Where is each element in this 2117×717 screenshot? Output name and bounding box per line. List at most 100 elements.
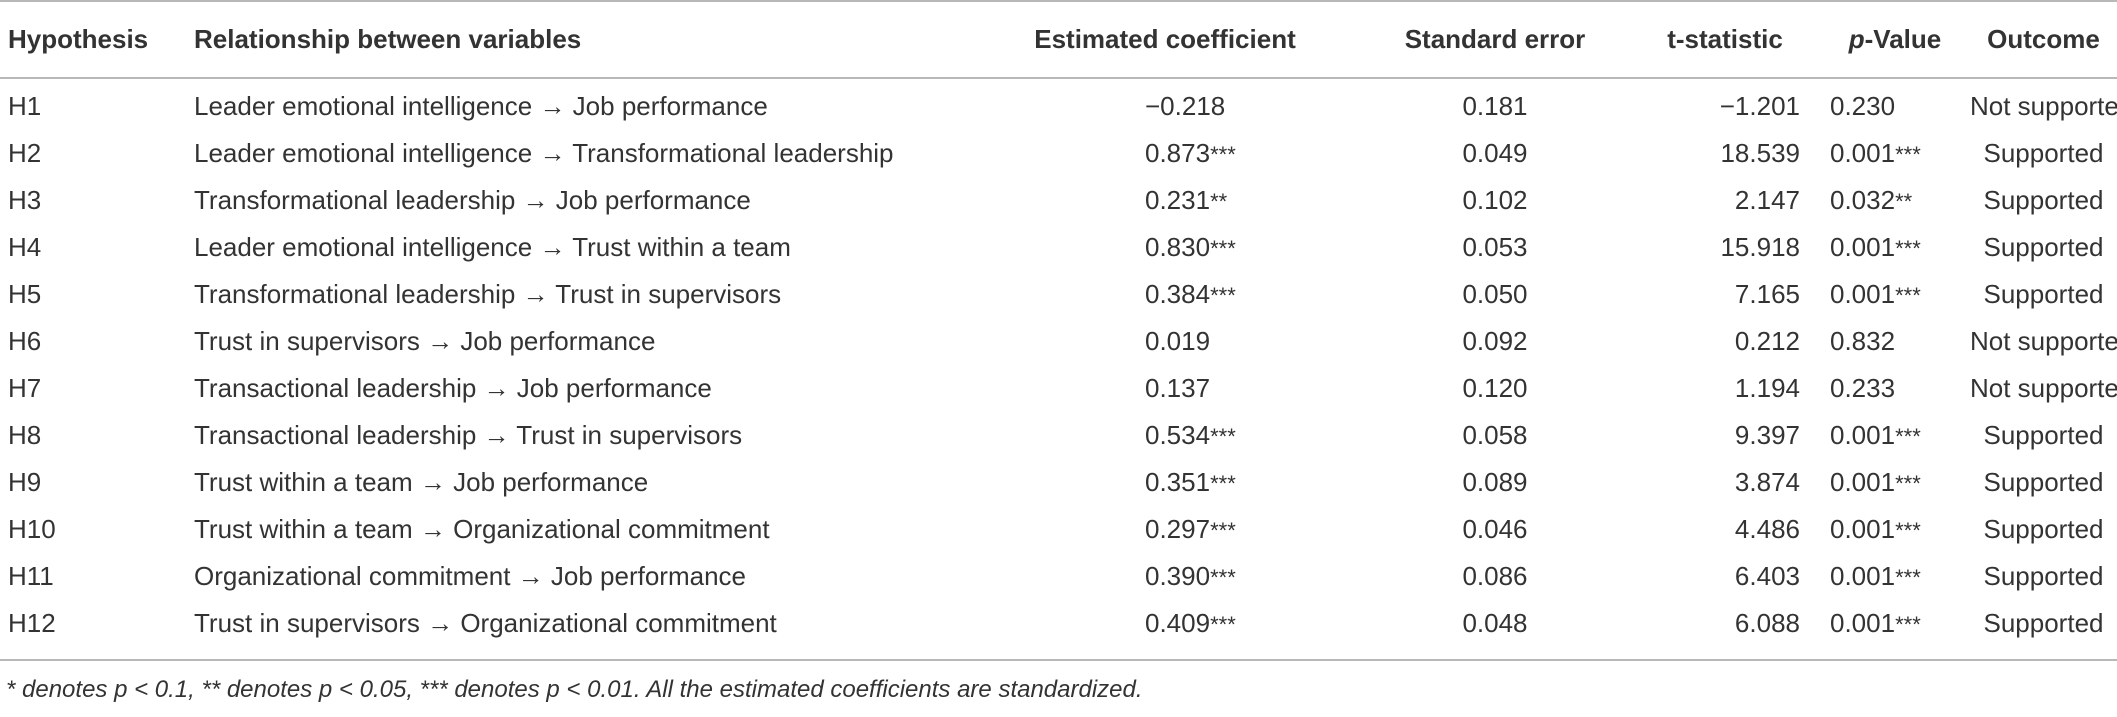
cell-estimated-coefficient: 0.137: [970, 365, 1360, 412]
cell-p-value-value: 0.032: [1830, 185, 1896, 215]
cell-standard-error-value: 0.086: [1462, 561, 1528, 591]
cell-outcome: Supported: [1970, 130, 2117, 177]
cell-relationship-value: Trust in supervisors → Organizational co…: [194, 608, 777, 638]
cell-estimated-coefficient: 0.873***: [970, 130, 1360, 177]
cell-p-value: 0.001***: [1820, 506, 1970, 553]
cell-estimated-coefficient-value: 0.534: [1145, 420, 1211, 450]
significance-stars: ***: [1210, 471, 1236, 496]
cell-t-statistic-value: 9.397: [1734, 420, 1800, 450]
cell-estimated-coefficient: 0.830***: [970, 224, 1360, 271]
cell-estimated-coefficient: 0.384***: [970, 271, 1360, 318]
significance-stars: ***: [1210, 236, 1236, 261]
cell-outcome: Supported: [1970, 224, 2117, 271]
cell-hypothesis: H9: [0, 459, 190, 506]
cell-standard-error-value: 0.058: [1462, 420, 1528, 450]
cell-hypothesis: H8: [0, 412, 190, 459]
cell-t-statistic: −1.201: [1630, 77, 1820, 130]
table-row: H4 Leader emotional intelligence → Trust …: [0, 224, 2117, 271]
table-row: H10 Trust within a team → Organizational …: [0, 506, 2117, 553]
cell-hypothesis-value: H9: [8, 467, 42, 497]
cell-relationship: Trust within a team → Job performance: [190, 459, 970, 506]
cell-relationship-value: Trust in supervisors → Job performance: [194, 326, 656, 356]
cell-standard-error: 0.049: [1360, 130, 1630, 177]
cell-estimated-coefficient-value: 0.137: [1145, 373, 1211, 403]
header-rule: [0, 77, 2117, 79]
cell-t-statistic: 6.088: [1630, 600, 1820, 647]
cell-t-statistic: 2.147: [1630, 177, 1820, 224]
cell-standard-error: 0.086: [1360, 553, 1630, 600]
cell-hypothesis: H5: [0, 271, 190, 318]
cell-p-value-value: 0.233: [1830, 373, 1896, 403]
cell-t-statistic: 7.165: [1630, 271, 1820, 318]
table-row: H3 Transformational leadership → Job perf…: [0, 177, 2117, 224]
cell-estimated-coefficient: 0.390***: [970, 553, 1360, 600]
table-row: H1 Leader emotional intelligence → Job pe…: [0, 77, 2117, 130]
cell-p-value-value: 0.001: [1830, 467, 1896, 497]
cell-relationship: Leader emotional intelligence → Job perf…: [190, 77, 970, 130]
significance-stars: ***: [1895, 612, 1921, 637]
header-outcome: Outcome: [1987, 24, 2100, 54]
cell-standard-error-value: 0.048: [1462, 608, 1528, 638]
table-header: Hypothesis Relationship between variable…: [0, 2, 2117, 77]
cell-estimated-coefficient-value: 0.297: [1145, 514, 1211, 544]
cell-standard-error-value: 0.102: [1462, 185, 1528, 215]
cell-p-value: 0.832: [1820, 318, 1970, 365]
cell-estimated-coefficient-value: 0.384: [1145, 279, 1211, 309]
cell-relationship-value: Transformational leadership → Trust in s…: [194, 279, 782, 309]
significance-stars: ***: [1210, 424, 1236, 449]
header-p-suffix: -Value: [1864, 24, 1942, 54]
cell-relationship: Leader emotional intelligence → Transfor…: [190, 130, 970, 177]
cell-t-statistic-value: 1.194: [1734, 373, 1800, 403]
cell-standard-error: 0.181: [1360, 77, 1630, 130]
cell-outcome-value: Not supported: [1970, 326, 2117, 356]
cell-outcome: Supported: [1970, 506, 2117, 553]
cell-estimated-coefficient-value: 0.351: [1145, 467, 1211, 497]
cell-estimated-coefficient: 0.019: [970, 318, 1360, 365]
cell-relationship-value: Transactional leadership → Job performan…: [194, 373, 712, 403]
cell-standard-error: 0.058: [1360, 412, 1630, 459]
cell-outcome: Not supported: [1970, 77, 2117, 130]
significance-stars: ***: [1210, 612, 1236, 637]
table-row: H9 Trust within a team → Job performance 0…: [0, 459, 2117, 506]
cell-outcome-value: Supported: [1983, 420, 2104, 450]
cell-hypothesis-value: H1: [8, 91, 42, 121]
table-row: H12 Trust in supervisors → Organizational…: [0, 600, 2117, 647]
cell-p-value-value: 0.001: [1830, 420, 1896, 450]
cell-standard-error-value: 0.050: [1462, 279, 1528, 309]
cell-p-value-value: 0.001: [1830, 279, 1896, 309]
cell-hypothesis: H2: [0, 130, 190, 177]
cell-outcome: Not supported: [1970, 365, 2117, 412]
cell-relationship: Organizational commitment → Job performa…: [190, 553, 970, 600]
cell-relationship-value: Trust within a team → Organizational com…: [194, 514, 770, 544]
cell-t-statistic-value: −1.201: [1719, 91, 1800, 121]
cell-standard-error-value: 0.181: [1462, 91, 1528, 121]
cell-standard-error-value: 0.120: [1462, 373, 1528, 403]
cell-t-statistic-value: 6.403: [1734, 561, 1800, 591]
significance-stars: **: [1895, 189, 1913, 214]
cell-hypothesis: H12: [0, 600, 190, 647]
cell-t-statistic: 3.874: [1630, 459, 1820, 506]
table-row: H6 Trust in supervisors → Job performance…: [0, 318, 2117, 365]
cell-estimated-coefficient-value: 0.390: [1145, 561, 1211, 591]
cell-outcome-value: Supported: [1983, 514, 2104, 544]
significance-stars: **: [1210, 189, 1228, 214]
cell-outcome: Not supported: [1970, 318, 2117, 365]
cell-t-statistic-value: 3.874: [1734, 467, 1800, 497]
cell-t-statistic: 4.486: [1630, 506, 1820, 553]
cell-outcome-value: Supported: [1983, 138, 2104, 168]
cell-estimated-coefficient: −0.218: [970, 77, 1360, 130]
header-estimated-coefficient: Estimated coefficient: [1034, 24, 1296, 54]
cell-standard-error-value: 0.092: [1462, 326, 1528, 356]
significance-stars: ***: [1895, 565, 1921, 590]
cell-p-value-value: 0.001: [1830, 514, 1896, 544]
cell-p-value-value: 0.001: [1830, 138, 1896, 168]
cell-standard-error: 0.092: [1360, 318, 1630, 365]
cell-t-statistic-value: 18.539: [1720, 138, 1800, 168]
cell-p-value: 0.001***: [1820, 271, 1970, 318]
cell-p-value: 0.233: [1820, 365, 1970, 412]
cell-relationship-value: Leader emotional intelligence → Transfor…: [194, 138, 894, 168]
cell-hypothesis-value: H7: [8, 373, 42, 403]
cell-p-value: 0.001***: [1820, 130, 1970, 177]
cell-p-value: 0.032**: [1820, 177, 1970, 224]
